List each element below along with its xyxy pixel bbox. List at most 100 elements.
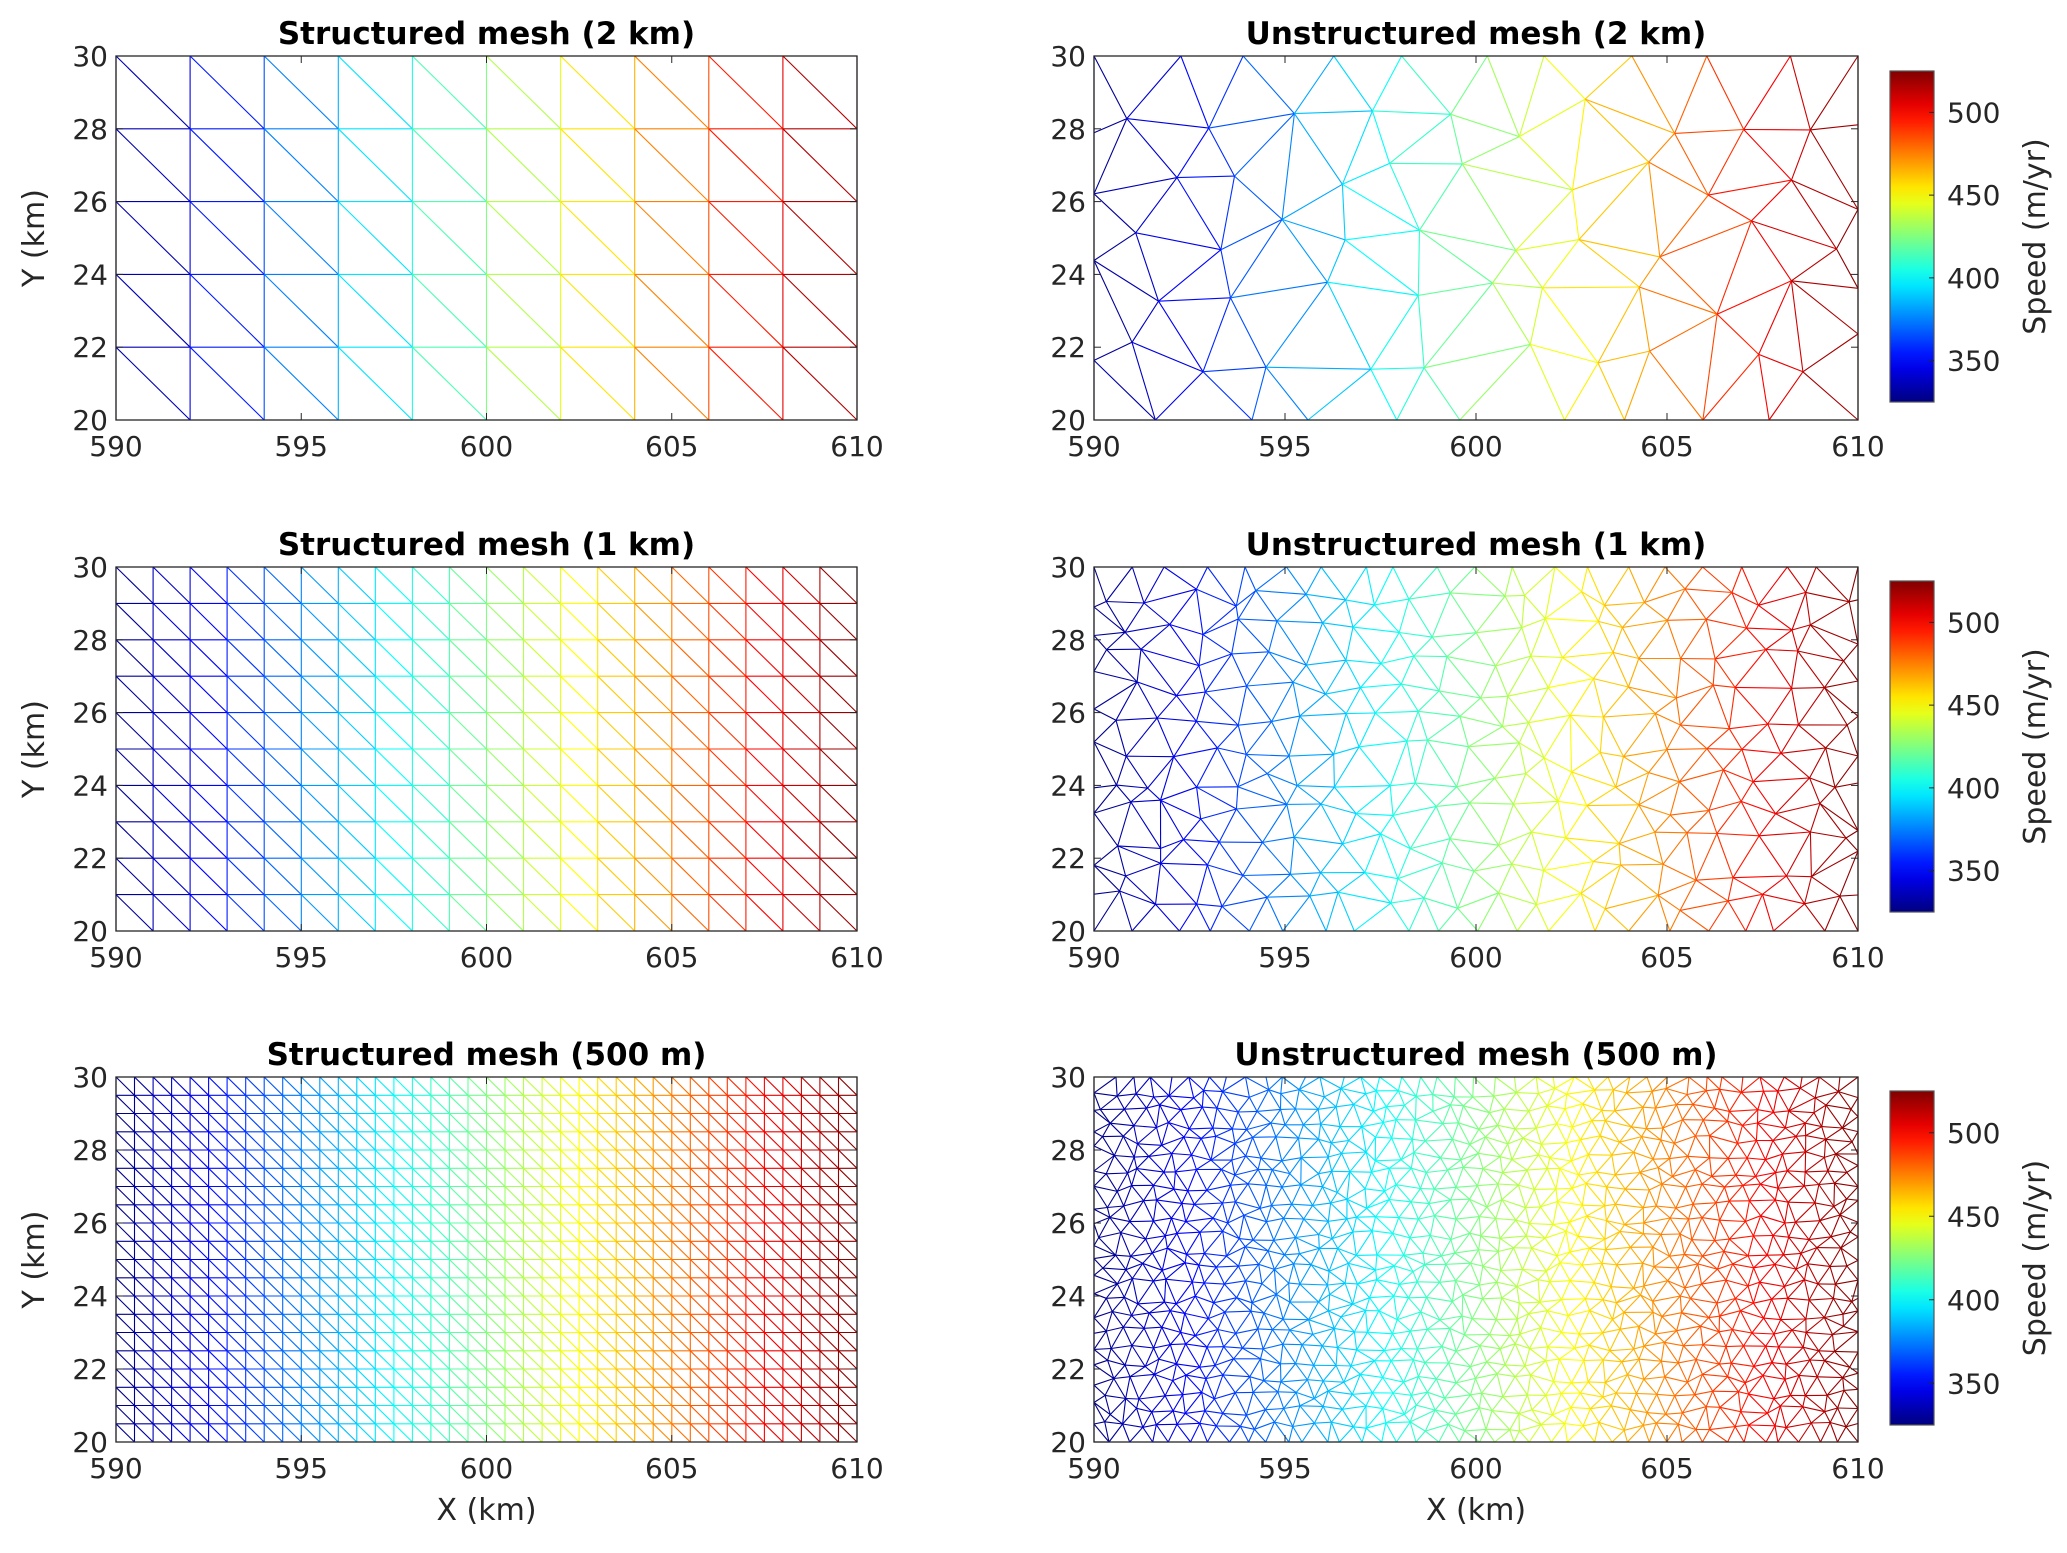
mesh-edge (319, 1368, 339, 1388)
mesh-edge (1502, 1396, 1520, 1414)
mesh-edge (652, 1167, 673, 1187)
x-tick-label: 605 (645, 1452, 698, 1485)
y-tick-label: 22 (72, 331, 108, 364)
mesh-edge (1521, 595, 1526, 628)
mesh-edge (337, 1405, 358, 1425)
mesh-edge (1586, 786, 1616, 807)
mesh-edge (152, 675, 191, 713)
mesh-edge (597, 1222, 617, 1242)
mesh-edge (1804, 1376, 1818, 1396)
mesh-edge (1824, 687, 1859, 717)
mesh-edge (1397, 878, 1425, 899)
mesh-edge (708, 1204, 728, 1224)
mesh-edge (1766, 1412, 1776, 1427)
mesh-edge (1515, 239, 1579, 252)
mesh-edge (1322, 622, 1354, 628)
mesh-edge (615, 1094, 636, 1114)
mesh-edge (1615, 1374, 1628, 1394)
mesh-edge (356, 1368, 376, 1388)
mesh-edge (412, 566, 450, 604)
mesh-edge (1535, 904, 1550, 932)
mesh-edge (115, 857, 154, 895)
mesh-edge (115, 748, 154, 786)
mesh-edge (578, 1240, 599, 1260)
mesh-edge (782, 1405, 802, 1425)
mesh-edge (115, 1076, 135, 1096)
mesh-edge (1638, 286, 1651, 352)
mesh-edge (1702, 566, 1733, 593)
mesh-edge (319, 1186, 339, 1206)
mesh-edge (782, 1259, 802, 1279)
mesh-edge (1740, 1411, 1768, 1414)
mesh-edge (300, 1186, 321, 1206)
mesh-edge (1277, 1391, 1285, 1409)
mesh-edge (1655, 712, 1681, 726)
mesh-edge (1234, 113, 1295, 177)
mesh-edge (1623, 748, 1667, 758)
y-tick-label: 24 (1050, 258, 1086, 291)
mesh-edge (1231, 651, 1269, 655)
mesh-edge (1744, 1382, 1750, 1395)
mesh-edge (1802, 1395, 1806, 1407)
mesh-edge (560, 1277, 580, 1297)
mesh-edge (1518, 136, 1573, 191)
mesh-edge (1485, 1429, 1496, 1443)
mesh-edge (801, 1222, 821, 1242)
mesh-edge (1798, 1375, 1806, 1396)
mesh-edge (1326, 281, 1372, 370)
mesh-edge (1727, 1376, 1739, 1393)
mesh-edge (1562, 621, 1599, 658)
mesh-edge (1283, 1392, 1297, 1409)
mesh-edge (467, 1295, 487, 1315)
mesh-edge (1775, 813, 1811, 833)
mesh-edge (1164, 1395, 1174, 1412)
mesh-edge (1435, 1378, 1446, 1399)
mesh-edge (782, 1313, 802, 1333)
mesh-edge (1834, 755, 1859, 788)
mesh-edge (1172, 1394, 1184, 1412)
mesh-edge (745, 675, 784, 713)
mesh-edge (1327, 281, 1419, 296)
mesh-edge (1815, 566, 1850, 603)
mesh-edge (523, 748, 561, 786)
mesh-edge (1666, 588, 1686, 621)
mesh-edge (1136, 681, 1158, 719)
mesh-edge (1474, 566, 1506, 597)
mesh-edge (1469, 802, 1514, 805)
mesh-edge (1666, 749, 1680, 782)
mesh-edge (1448, 1423, 1465, 1432)
mesh-edge (819, 1295, 839, 1315)
mesh-edge (1709, 1426, 1736, 1431)
mesh-edge (1160, 862, 1208, 866)
mesh-edge (1450, 55, 1488, 115)
mesh-edge (1341, 110, 1373, 185)
mesh-edge (1584, 98, 1650, 163)
mesh-edge (1093, 719, 1117, 743)
mesh-edge (1654, 832, 1664, 865)
mesh-edge (1108, 1423, 1124, 1443)
mesh-edge (1530, 618, 1546, 657)
mesh-edge (1708, 769, 1724, 811)
mesh-edge (1093, 1402, 1111, 1416)
mesh-edge (560, 1167, 580, 1187)
mesh-edge (1425, 1423, 1449, 1432)
mesh-edge (1798, 724, 1827, 749)
mesh-edge (1176, 691, 1206, 697)
mesh-edge (1694, 1390, 1713, 1396)
mesh-edge (1623, 350, 1651, 421)
mesh-edge (152, 1313, 172, 1333)
mesh-edge (1235, 606, 1239, 620)
mesh-edge (1768, 371, 1804, 421)
mesh-edge (578, 1094, 599, 1114)
mesh-edge (1176, 1413, 1186, 1425)
mesh-edge (1748, 1424, 1776, 1427)
mesh-edge (652, 1149, 673, 1169)
mesh-edge (171, 1113, 191, 1133)
mesh-edge (1837, 1426, 1847, 1443)
mesh-edge (1748, 1424, 1767, 1443)
mesh-edge (1480, 665, 1497, 699)
mesh-edge (726, 1167, 747, 1187)
mesh-edge (1124, 631, 1142, 650)
mesh-edge (208, 1186, 228, 1206)
mesh-edge (486, 1167, 506, 1187)
